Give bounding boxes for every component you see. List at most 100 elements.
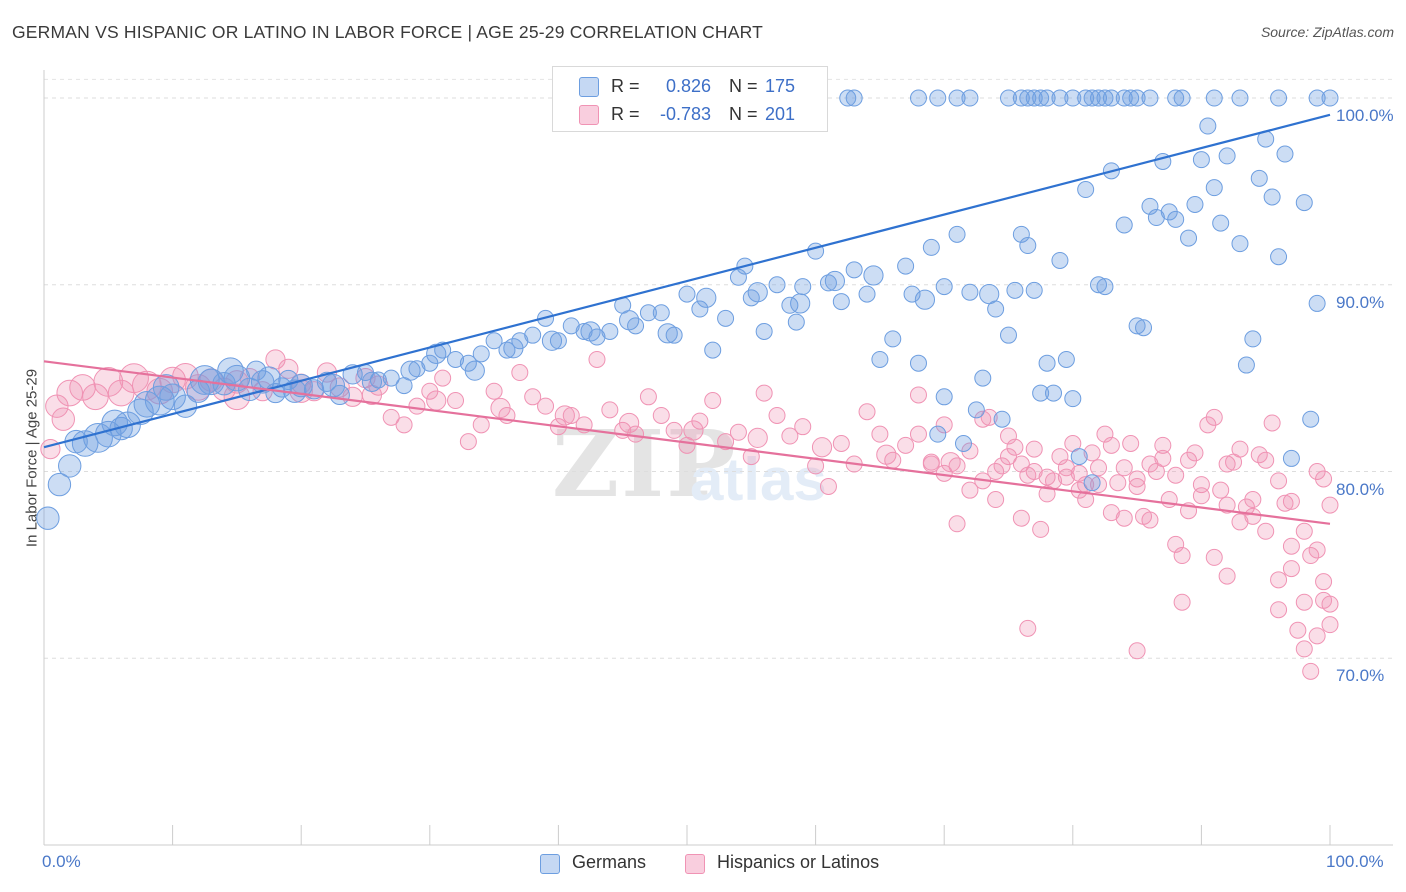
hispanics-point [747,427,768,448]
hispanics-point [40,438,61,460]
germans-trend-line [43,113,1331,449]
germans-point [541,330,563,351]
hispanics-point [1006,438,1024,456]
hispanics-point [1302,547,1320,565]
germans-point [1308,89,1326,107]
germans-point [1083,89,1101,107]
hispanics-point [1212,481,1230,499]
germans-point [1090,89,1108,107]
germans-point [639,304,657,322]
hispanics-point [794,418,812,436]
hispanics-point [1090,459,1108,477]
hispanics-point [537,397,555,415]
germans-point [657,323,678,344]
germans-point [747,282,768,303]
hispanics-point [1173,593,1191,611]
germans-point [863,265,884,286]
germans-point [1038,89,1056,107]
germans-point [619,310,640,331]
hispanics-point [1282,492,1300,510]
germans-point [1122,89,1140,107]
hispanics-point [1012,509,1030,527]
hispanics-point [1315,470,1333,488]
hispanics-point [1141,511,1159,529]
hispanics-point [755,384,773,402]
germans-point [1045,384,1063,402]
germans-point [524,326,542,344]
germans-point [979,283,1000,305]
germans-point [1070,448,1088,466]
germans-point [601,322,619,340]
germans-point [1096,278,1114,296]
hispanics-point [1302,662,1320,680]
germans-point [1032,384,1050,402]
chart-title: GERMAN VS HISPANIC OR LATINO IN LABOR FO… [12,22,764,42]
hispanics-point [1199,416,1217,434]
hispanics-point [1057,468,1075,486]
germans-point [1000,326,1017,344]
hispanics-n-value: 201 [765,104,796,124]
hispanics-point [1315,573,1333,591]
germans-swatch [579,77,599,97]
hispanics-point [1038,485,1056,503]
germans-point [1173,89,1191,107]
germans-point [1102,89,1120,107]
hispanics-point [832,434,850,452]
germans-point [974,369,992,387]
germans-point [665,326,683,344]
hispanics-point [382,408,400,426]
hispanics-point [1308,627,1326,645]
hispanics-point [1231,513,1249,531]
germans-point [575,322,593,340]
hispanics-point [511,364,529,382]
germans-point [1025,89,1043,107]
hispanics-point [1192,487,1210,505]
hispanics-point [1276,494,1294,512]
germans-point [1115,89,1133,107]
germans-point [1006,281,1024,299]
y-tick-label: 70.0% [1336,666,1385,686]
hispanics-point [554,405,575,426]
hispanics-point [1077,491,1095,509]
x-tick-label: 100.0% [1326,852,1384,871]
hispanics-point [1225,453,1243,471]
germans-point [1282,449,1300,467]
germans-r-value: 0.826 [665,76,711,96]
germans-point [1276,145,1294,163]
germans-point [1205,89,1223,107]
germans-point [1167,89,1185,107]
germans-point [1128,89,1146,107]
germans-point [1019,89,1037,107]
hispanics-point [665,421,683,439]
germans-point [503,338,524,359]
germans-point [824,270,845,292]
r-label: R = [611,104,640,124]
germans-point [858,285,876,303]
hispanics-point [987,463,1005,481]
watermark: ZIP [552,410,738,518]
germans-point [1000,89,1017,107]
hispanics-point [1270,472,1288,490]
hispanics-point [1244,507,1262,525]
chart-source: Source: ZipAtlas.com [1260,24,1394,40]
hispanics-point [524,388,542,406]
germans-point [1250,169,1268,187]
germans-point [967,401,985,419]
hispanics-point [871,425,889,443]
germans-point [1128,317,1146,335]
germans-point [1199,117,1217,135]
germans-point [768,276,786,294]
hispanics-swatch [579,105,599,125]
germans-point [1038,354,1056,372]
germans-point [1218,147,1236,165]
hispanics-point [1167,535,1185,553]
hispanics-legend-label: Hispanics or Latinos [717,852,880,872]
x-tick-label: 0.0% [42,852,81,871]
legend-row-hispanics: R = -0.783 N = 201 [553,101,827,129]
hispanics-point [974,410,992,428]
y-tick-label: 100.0% [1336,106,1394,125]
germans-point [464,360,485,381]
germans-point [1077,89,1095,107]
hispanics-point [742,448,760,466]
germans-point [1077,181,1095,199]
